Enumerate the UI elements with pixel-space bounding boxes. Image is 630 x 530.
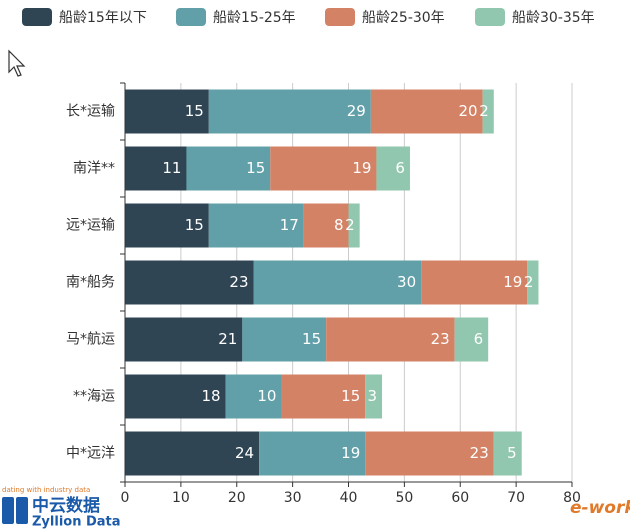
bar-segment xyxy=(303,203,349,248)
value-label: 19 xyxy=(352,159,371,177)
legend-swatch xyxy=(475,8,505,26)
legend-swatch xyxy=(22,8,52,26)
x-tick-label: 10 xyxy=(172,490,190,506)
x-tick-label: 80 xyxy=(563,490,581,506)
legend-label: 船龄25-30年 xyxy=(362,10,445,26)
bar-segment xyxy=(421,260,528,305)
bar-segment xyxy=(527,260,539,305)
bar-segment xyxy=(125,260,254,305)
bar-segment xyxy=(125,203,209,248)
value-label: 21 xyxy=(218,330,237,348)
bar-segment xyxy=(281,374,366,419)
legend-swatch xyxy=(176,8,206,26)
legend-label: 船龄30-35年 xyxy=(512,10,595,26)
value-label: 3 xyxy=(367,387,377,405)
bar-segment xyxy=(208,203,304,248)
legend-label: 船龄15年以下 xyxy=(59,10,147,26)
watermark-brand-en: Zyllion Data xyxy=(32,515,121,530)
bar-segment xyxy=(376,146,410,191)
bar-segment xyxy=(326,317,455,362)
value-label: 17 xyxy=(280,216,299,234)
x-tick-label: 30 xyxy=(284,490,302,506)
bar-segment xyxy=(208,89,371,134)
value-label: 11 xyxy=(162,159,181,177)
value-label: 6 xyxy=(395,159,405,177)
value-label: 23 xyxy=(229,273,248,291)
cursor xyxy=(8,49,26,77)
legend-label: 船龄15-25年 xyxy=(213,10,296,26)
bar-segment xyxy=(270,146,377,191)
value-label: 2 xyxy=(479,102,489,120)
logo-block xyxy=(16,497,28,524)
value-label: 2 xyxy=(524,273,534,291)
watermark-site: e-works xyxy=(570,498,630,518)
value-label: 29 xyxy=(347,102,366,120)
bar-segment xyxy=(225,374,282,419)
y-tick-label: 南*船务 xyxy=(66,275,115,291)
logo-block xyxy=(2,497,14,524)
x-tick-label: 0 xyxy=(121,490,130,506)
bar-segment xyxy=(365,431,494,476)
x-tick-label: 70 xyxy=(507,490,525,506)
bar-segment xyxy=(125,317,243,362)
bar-segment xyxy=(259,431,366,476)
value-label: 15 xyxy=(246,159,265,177)
y-tick-label: 远*运输 xyxy=(66,218,115,234)
bar-segment xyxy=(348,203,360,248)
value-label: 15 xyxy=(185,216,204,234)
bar-segment xyxy=(186,146,271,191)
y-tick-label: 中*远洋 xyxy=(66,446,115,462)
value-label: 6 xyxy=(474,330,484,348)
value-label: 8 xyxy=(334,216,344,234)
bar-segment xyxy=(365,374,383,419)
x-tick-label: 20 xyxy=(228,490,246,506)
value-label: 15 xyxy=(341,387,360,405)
bar-segment xyxy=(253,260,422,305)
bar-segment xyxy=(125,431,260,476)
bar-segment xyxy=(370,89,483,134)
y-tick-label: 马*航运 xyxy=(66,332,115,348)
bar-segment xyxy=(125,374,226,419)
value-label: 2 xyxy=(345,216,355,234)
x-tick-label: 50 xyxy=(395,490,413,506)
value-label: 19 xyxy=(503,273,522,291)
watermark-tagline: dating with industry data xyxy=(2,486,90,494)
value-label: 15 xyxy=(302,330,321,348)
value-label: 18 xyxy=(201,387,220,405)
legend-swatch xyxy=(325,8,355,26)
bar-segment xyxy=(454,317,489,362)
bar-segment xyxy=(493,431,522,476)
value-label: 10 xyxy=(257,387,276,405)
watermark-brand-cn: 中云数据 xyxy=(32,495,100,516)
value-label: 20 xyxy=(459,102,478,120)
y-tick-label: 长*运输 xyxy=(66,104,115,120)
y-tick-label: **海运 xyxy=(73,389,115,405)
value-label: 23 xyxy=(431,330,450,348)
value-label: 24 xyxy=(235,444,254,462)
bar-segment xyxy=(125,146,187,191)
bar-segment xyxy=(242,317,327,362)
x-tick-label: 40 xyxy=(340,490,358,506)
y-tick-label: 南洋** xyxy=(73,161,115,177)
value-label: 19 xyxy=(341,444,360,462)
bar-segment xyxy=(482,89,494,134)
value-label: 30 xyxy=(397,273,416,291)
value-label: 15 xyxy=(185,102,204,120)
bar-segment xyxy=(125,89,209,134)
value-label: 23 xyxy=(470,444,489,462)
x-tick-label: 60 xyxy=(451,490,469,506)
value-label: 5 xyxy=(507,444,517,462)
